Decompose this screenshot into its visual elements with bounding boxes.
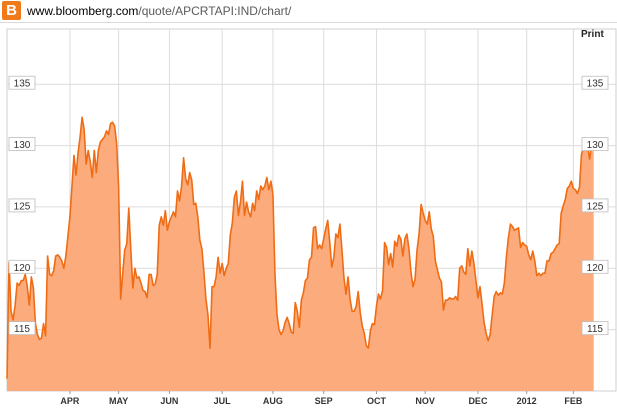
y-tick-box bbox=[581, 75, 609, 90]
y-tick-label-left: 130 bbox=[14, 140, 31, 151]
print-button[interactable]: Print bbox=[581, 29, 604, 40]
x-tick-label: JUN bbox=[160, 396, 178, 406]
x-axis-ticks: APR MAY JUN JUL AUG SEP OCT NOV DEC 2012 FEB bbox=[60, 391, 583, 406]
price-series bbox=[6, 116, 595, 391]
price-chart: 115 115 120 120 125 125 130 130 135 135 APR MAY JUN… bbox=[0, 22, 617, 415]
price-area-fill bbox=[7, 117, 594, 391]
x-tick-label: APR bbox=[60, 396, 80, 406]
y-tick-label-left: 135 bbox=[14, 79, 31, 90]
x-tick-label: NOV bbox=[415, 396, 435, 406]
price-chart-svg: 115 115 120 120 125 125 130 130 135 135 APR MAY JUN… bbox=[6, 28, 617, 406]
y-tick-label-right: 135 bbox=[587, 79, 604, 90]
y-tick-box bbox=[8, 137, 36, 151]
y-tick-box bbox=[581, 137, 609, 151]
price-line bbox=[6, 116, 595, 379]
y-tick-box bbox=[581, 321, 609, 336]
y-tick-box bbox=[581, 259, 609, 274]
url-text[interactable]: www.bloomberg.com/quote/APCRTAPI:IND/cha… bbox=[27, 4, 291, 18]
y-tick-label-right: 115 bbox=[587, 324, 603, 335]
y-tick-label-left: 120 bbox=[14, 263, 31, 274]
url-path: /quote/APCRTAPI:IND/chart/ bbox=[138, 4, 292, 18]
x-tick-label: FEB bbox=[564, 396, 583, 406]
bloomberg-site-icon: B bbox=[2, 1, 21, 20]
x-tick-label: SEP bbox=[315, 396, 333, 406]
y-tick-box bbox=[581, 198, 609, 213]
x-tick-label: 2012 bbox=[517, 396, 537, 406]
y-tick-label-right: 125 bbox=[587, 201, 604, 212]
x-tick-label: MAY bbox=[109, 396, 128, 406]
y-tick-label-left: 115 bbox=[14, 324, 30, 335]
x-tick-label: AUG bbox=[263, 396, 283, 406]
y-axis-ticks: 115 115 120 120 125 125 130 130 135 135 bbox=[8, 75, 609, 336]
y-tick-box bbox=[8, 321, 36, 336]
y-tick-label-right: 120 bbox=[587, 263, 604, 274]
x-tick-label: OCT bbox=[367, 396, 387, 406]
x-tick-label: DEC bbox=[468, 396, 488, 406]
x-tick-label: JUL bbox=[214, 396, 232, 406]
y-tick-box bbox=[8, 75, 36, 90]
y-tick-box bbox=[8, 198, 36, 213]
y-tick-box bbox=[8, 259, 36, 274]
address-bar[interactable]: B www.bloomberg.com/quote/APCRTAPI:IND/c… bbox=[0, 0, 617, 23]
y-tick-label-right: 130 bbox=[587, 140, 604, 151]
y-tick-label-left: 125 bbox=[14, 201, 31, 212]
url-domain: www.bloomberg.com bbox=[27, 4, 139, 18]
